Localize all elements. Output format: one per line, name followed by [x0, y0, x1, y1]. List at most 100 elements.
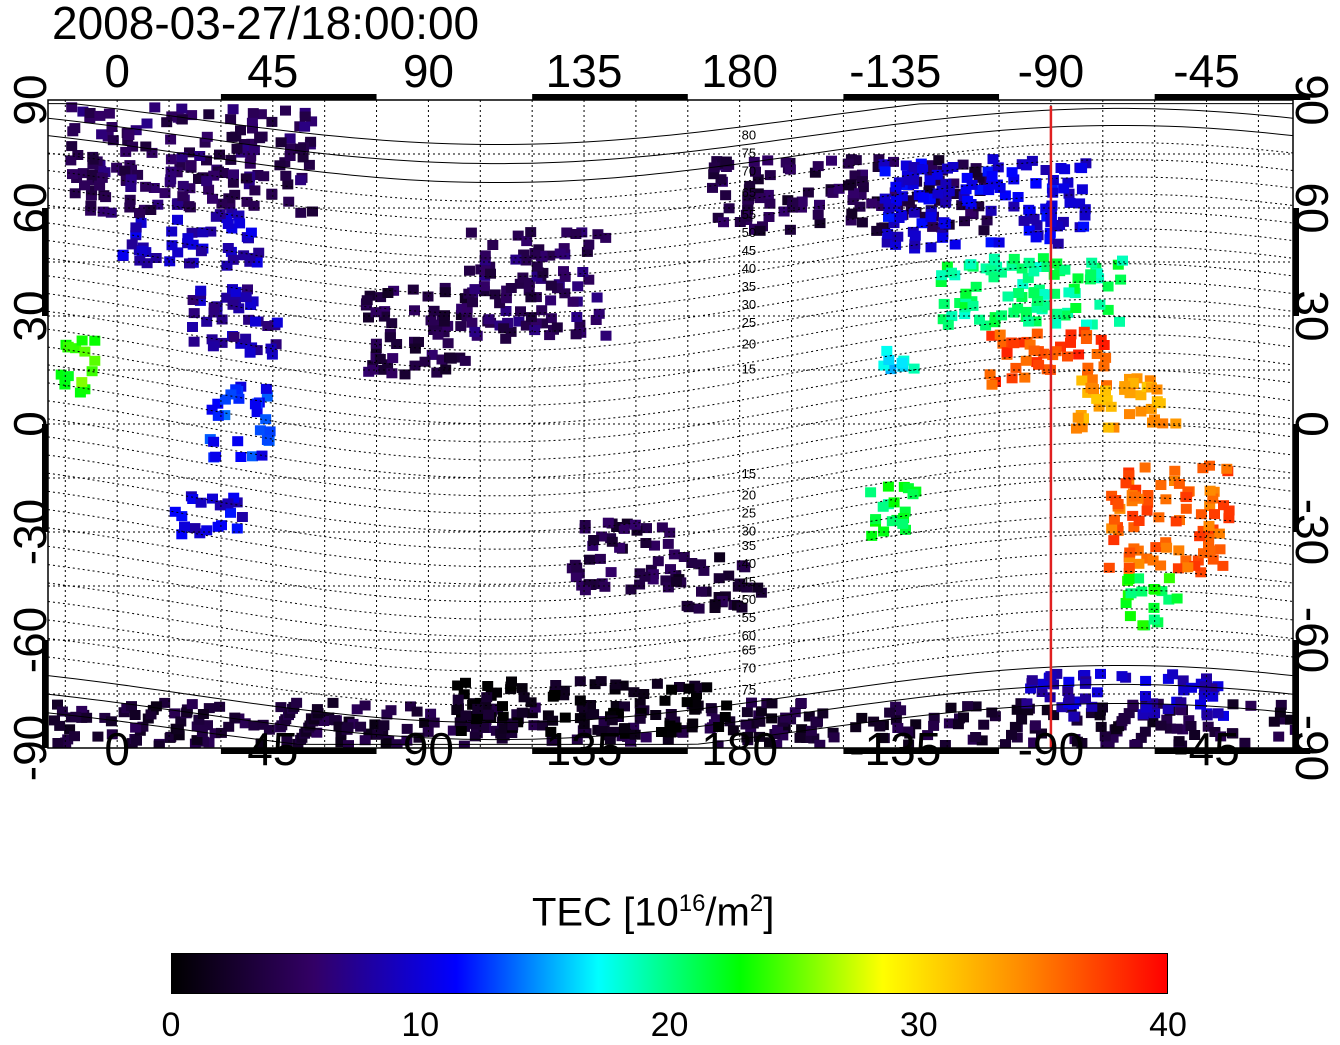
tec-cell — [351, 704, 363, 715]
tec-cell — [992, 162, 1004, 173]
tec-cell — [932, 188, 944, 199]
tec-cell — [681, 697, 693, 708]
tec-cell — [1095, 721, 1107, 732]
tec-cell — [201, 316, 213, 327]
tec-cell — [461, 302, 473, 313]
tec-cell — [438, 327, 450, 338]
tec-cell — [214, 500, 226, 511]
tec-cell — [691, 689, 702, 700]
tec-cell — [878, 360, 890, 371]
tec-cell — [189, 523, 201, 534]
contour-line — [48, 608, 1293, 672]
tec-cell — [428, 305, 440, 316]
tec-cell — [311, 704, 323, 715]
tec-cell — [391, 339, 403, 349]
tec-cell — [723, 570, 735, 581]
tec-cell — [708, 169, 720, 180]
tec-cell — [855, 189, 867, 200]
frame-bar — [1293, 208, 1299, 316]
tec-cell — [652, 556, 664, 567]
map-timestamp: 2008-03-27/18:00:00 — [52, 0, 480, 49]
tec-cell — [1268, 716, 1280, 727]
tec-cell — [179, 521, 190, 532]
tec-cell — [610, 679, 622, 690]
tec-cell — [174, 160, 186, 171]
tec-cell — [126, 701, 137, 712]
tec-cell — [931, 169, 943, 180]
tec-cell — [1009, 721, 1021, 732]
tec-cell — [212, 398, 224, 409]
tec-cell — [1147, 698, 1159, 709]
tec-cell — [1198, 548, 1209, 559]
tec-cell — [225, 389, 237, 400]
tec-cell — [588, 709, 600, 720]
tec-cell — [452, 680, 464, 691]
tec-cell — [363, 312, 374, 323]
tec-cell — [879, 193, 891, 204]
tec-cell — [516, 707, 528, 718]
tec-cell — [974, 314, 985, 325]
contour-label: 75 — [742, 682, 756, 697]
tec-cell — [111, 162, 123, 173]
tec-cell — [570, 329, 582, 340]
contour-line — [48, 142, 1293, 202]
tec-cell — [660, 575, 672, 586]
tec-cell — [986, 379, 998, 390]
tec-cell — [195, 497, 207, 508]
tec-cell — [890, 181, 902, 192]
tec-cell — [938, 298, 950, 309]
tec-cell — [447, 725, 459, 736]
tec-cell — [605, 567, 617, 578]
tec-cell — [846, 208, 858, 219]
tec-cell — [1102, 281, 1114, 292]
tec-cell — [234, 218, 246, 229]
tec-cell — [1127, 377, 1139, 388]
tec-cell — [1204, 501, 1216, 511]
tec-cell — [1163, 573, 1175, 584]
tec-cell — [545, 295, 557, 306]
tec-cell — [1025, 683, 1037, 694]
tec-cell — [978, 225, 990, 236]
tec-cell — [740, 719, 752, 730]
tec-cell — [1062, 177, 1074, 188]
tec-cell — [1202, 721, 1214, 732]
tec-cell — [230, 384, 242, 395]
tec-cell — [409, 305, 420, 316]
tec-cell — [1080, 693, 1091, 704]
tec-cell — [1026, 155, 1038, 166]
tec-cell — [814, 739, 826, 748]
tec-cell — [69, 123, 81, 134]
tec-cell — [66, 102, 78, 113]
tec-cell — [1123, 470, 1135, 481]
tec-cell — [1030, 232, 1042, 243]
tec-cell — [1022, 273, 1034, 284]
tec-cell — [229, 712, 241, 723]
tec-cell — [1160, 537, 1172, 548]
contour-line — [48, 665, 1293, 723]
contour-label: 35 — [742, 538, 756, 553]
tec-cell — [123, 130, 135, 140]
tec-cell — [549, 686, 561, 697]
tec-cell — [194, 295, 206, 306]
tec-cell — [1135, 732, 1147, 743]
tec-cell — [463, 288, 475, 299]
tec-cell — [1063, 287, 1075, 298]
tec-cell — [483, 709, 494, 720]
tec-cell — [674, 682, 685, 692]
tec-cell — [1006, 260, 1018, 271]
tec-cell — [425, 708, 437, 719]
tec-cell — [465, 227, 477, 238]
tec-cell — [986, 171, 998, 182]
tec-cell — [498, 323, 510, 334]
tec-cell — [550, 680, 562, 690]
tec-cell — [141, 258, 153, 269]
tec-cell — [974, 184, 986, 195]
tec-cell — [478, 281, 490, 292]
tec-cell — [528, 720, 540, 731]
tec-cell — [359, 735, 371, 746]
tec-cell — [1118, 713, 1130, 723]
tec-cell — [1099, 731, 1111, 742]
tec-cell — [927, 221, 939, 232]
tec-cell — [754, 225, 766, 236]
tec-cell — [1078, 221, 1090, 232]
